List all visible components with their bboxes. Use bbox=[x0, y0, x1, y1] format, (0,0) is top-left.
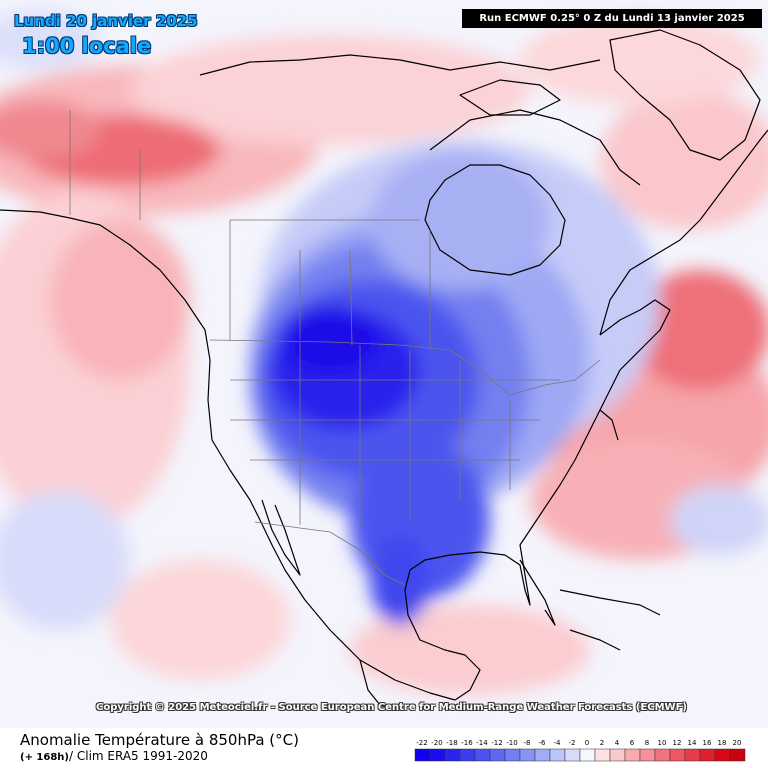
legend-tick-label: 6 bbox=[630, 739, 635, 747]
legend-tick-label: 18 bbox=[718, 739, 727, 747]
legend-swatch bbox=[504, 748, 521, 762]
legend-tick-label: 20 bbox=[733, 739, 742, 747]
legend-swatch bbox=[564, 748, 581, 762]
legend-tick-label: 4 bbox=[615, 739, 620, 747]
legend-swatch bbox=[684, 748, 701, 762]
legend-swatch bbox=[594, 748, 611, 762]
legend-swatch bbox=[549, 748, 566, 762]
legend-swatch bbox=[534, 748, 551, 762]
legend-swatch bbox=[669, 748, 686, 762]
legend-swatch bbox=[624, 748, 641, 762]
legend-swatch bbox=[459, 748, 476, 762]
legend-tick-label: -16 bbox=[461, 739, 473, 747]
legend-tick-label: 14 bbox=[688, 739, 697, 747]
legend-swatch bbox=[729, 748, 746, 762]
legend-swatch bbox=[429, 748, 446, 762]
legend-swatch bbox=[714, 748, 731, 762]
legend-swatch bbox=[654, 748, 671, 762]
legend-tick-label: -8 bbox=[524, 739, 531, 747]
legend-tick-label: -10 bbox=[506, 739, 517, 747]
forecast-hour: 1:00 locale bbox=[22, 34, 152, 58]
legend-tick-label: 8 bbox=[645, 739, 649, 747]
climatology-label: / Clim ERA5 1991-2020 bbox=[69, 749, 208, 763]
color-scale-legend: -22 -20 -18 -16 -14 -12 -10 -8 -6 -4 -2 0 2 4 6 8 10 12 14… bbox=[414, 739, 746, 762]
legend-swatch bbox=[639, 748, 656, 762]
legend-tick-label: -6 bbox=[539, 739, 547, 747]
legend-swatch bbox=[444, 748, 461, 762]
legend-swatch bbox=[474, 748, 491, 762]
legend-tick-label: 10 bbox=[658, 739, 667, 747]
copyright-notice: Copyright © 2025 Meteociel.fr - Source E… bbox=[96, 702, 687, 713]
legend-swatch bbox=[579, 748, 596, 762]
footer: Anomalie Température à 850hPa (°C) (+ 16… bbox=[0, 728, 768, 768]
legend-tick-label: 12 bbox=[673, 739, 682, 747]
legend-tick-label: -2 bbox=[569, 739, 576, 747]
legend-tick-label: -12 bbox=[491, 739, 502, 747]
legend-tick-label: -4 bbox=[554, 739, 562, 747]
anomaly-field bbox=[0, 0, 768, 728]
political-borders bbox=[69, 110, 601, 586]
legend-tick-label: -14 bbox=[476, 739, 488, 747]
lead-time: (+ 168h) bbox=[20, 752, 69, 763]
legend-tick-label: -20 bbox=[431, 739, 442, 747]
forecast-date: Lundi 20 janvier 2025 bbox=[14, 12, 198, 30]
legend-swatch bbox=[699, 748, 716, 762]
legend-tick-label: -18 bbox=[446, 739, 457, 747]
model-run-label: Run ECMWF 0.25° 0 Z du Lundi 13 janvier … bbox=[462, 9, 762, 28]
parameter-title: Anomalie Température à 850hPa (°C) bbox=[20, 731, 299, 749]
legend-swatch bbox=[519, 748, 536, 762]
legend-swatch bbox=[609, 748, 626, 762]
legend-tick-label: 0 bbox=[585, 739, 589, 747]
legend-swatch bbox=[414, 748, 431, 762]
coastlines bbox=[0, 29, 768, 711]
temperature-anomaly-map: Lundi 20 janvier 2025 1:00 locale Run EC… bbox=[0, 0, 768, 728]
legend-tick-label: 2 bbox=[600, 739, 604, 747]
parameter-subtitle: (+ 168h)/ Clim ERA5 1991-2020 bbox=[20, 749, 208, 763]
legend-tick-label: 16 bbox=[703, 739, 712, 747]
legend-tick-label: -22 bbox=[416, 739, 427, 747]
legend-swatch bbox=[489, 748, 506, 762]
